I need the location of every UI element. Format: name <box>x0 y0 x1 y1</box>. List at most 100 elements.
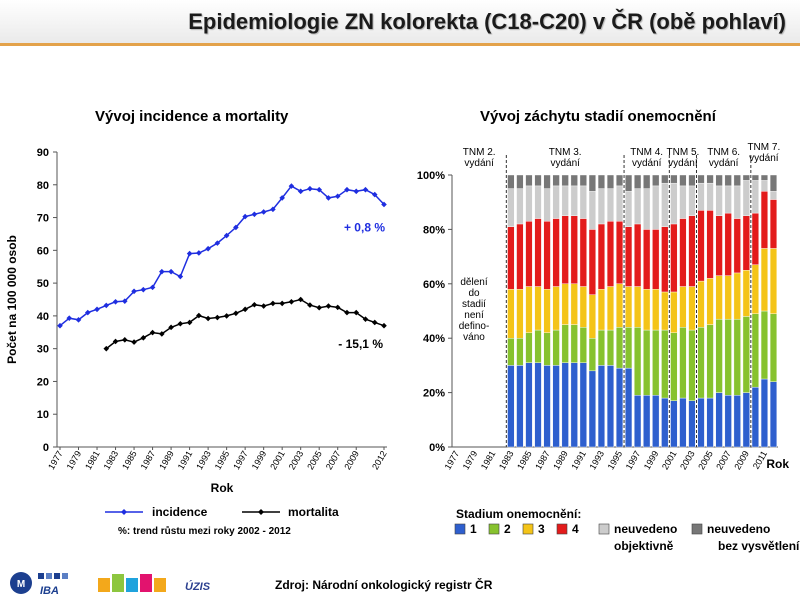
annotation-mortality-trend: - 15,1 % <box>338 337 383 351</box>
legend-swatch-5 <box>598 523 610 535</box>
bar-segment-stage-2 <box>634 327 642 396</box>
data-point-incidence <box>214 240 221 246</box>
y-tick-label: 50 <box>37 278 49 290</box>
bar-segment-stage-2 <box>769 313 778 382</box>
data-point-incidence <box>371 191 378 198</box>
y-tick-label: 0 <box>43 442 49 454</box>
data-point-mortalita <box>325 303 332 309</box>
data-point-mortalita <box>316 304 322 311</box>
iba-logo: IBA <box>38 573 68 597</box>
bar-segment-stage-3 <box>715 275 723 320</box>
bar-segment-stage-6 <box>733 174 741 187</box>
legend-marker-incidence <box>121 509 127 515</box>
bar-segment-stage-6 <box>516 174 524 189</box>
footer: M IBA ÚZIS <box>0 570 800 597</box>
bar-segment-stage-5 <box>742 180 750 216</box>
period-label: TNM 3. <box>549 147 582 158</box>
legend-swatch-2 <box>488 523 500 535</box>
bar-segment-stage-5 <box>543 188 551 222</box>
left-chart-title: Vývoj incidence a mortality <box>95 108 289 125</box>
data-point-mortalita <box>270 300 276 307</box>
bar-segment-stage-3 <box>570 283 578 325</box>
bar-segment-stage-6 <box>588 174 596 192</box>
bar-segment-stage-6 <box>679 174 687 187</box>
bar-segment-stage-4 <box>742 215 750 271</box>
bar-segment-stage-5 <box>733 185 741 219</box>
x-tick-label: 2007 <box>714 449 733 471</box>
bar-segment-stage-5 <box>706 182 714 211</box>
data-point-mortalita <box>168 324 174 331</box>
bar-segment-stage-4 <box>724 212 732 276</box>
bar-segment-stage-3 <box>552 286 560 331</box>
bar-segment-stage-4 <box>534 218 542 287</box>
ncz-logo <box>98 574 166 592</box>
bar-segment-stage-3 <box>625 286 633 328</box>
data-point-mortalita <box>288 298 295 305</box>
x-tick-label: 1987 <box>139 449 158 471</box>
data-point-incidence <box>279 195 285 201</box>
bar-segment-stage-1 <box>561 362 569 448</box>
x-tick-label: 2012 <box>370 449 389 471</box>
bar-segment-stage-4 <box>588 229 596 295</box>
x-tick-label: 2003 <box>287 449 306 471</box>
y-tick-label: 40% <box>423 333 445 345</box>
period-label: vydání <box>668 158 698 169</box>
bar-segment-stage-6 <box>697 174 705 184</box>
x-tick-label: 1985 <box>515 449 534 471</box>
x-tick-label: 1979 <box>65 449 84 471</box>
bar-segment-stage-1 <box>634 395 642 448</box>
bar-segment-stage-5 <box>561 185 569 217</box>
bar-segment-stage-2 <box>552 329 560 366</box>
period-label: TNM 7. <box>747 142 780 153</box>
data-point-mortalita <box>307 302 313 308</box>
x-tick-label: 1987 <box>533 449 552 471</box>
bar-segment-stage-3 <box>652 289 660 331</box>
bar-segment-stage-2 <box>588 337 596 372</box>
bar-segment-stage-3 <box>516 289 524 339</box>
bar-segment-stage-3 <box>733 272 741 320</box>
bar-segment-stage-4 <box>688 215 696 287</box>
bar-segment-stage-3 <box>661 291 669 331</box>
data-point-mortalita <box>103 345 110 352</box>
bar-segment-stage-1 <box>543 365 551 448</box>
bar-segment-stage-2 <box>670 332 678 401</box>
data-point-incidence <box>270 206 276 213</box>
data-point-mortalita <box>251 301 258 308</box>
data-point-mortalita <box>353 309 360 316</box>
x-axis-title: Rok <box>211 481 234 495</box>
data-point-mortalita <box>205 315 211 322</box>
bar-segment-stage-1 <box>697 397 705 448</box>
x-tick-label: 1999 <box>642 449 661 471</box>
data-point-incidence <box>140 286 147 293</box>
data-point-mortalita <box>371 319 378 326</box>
data-point-incidence <box>131 288 137 295</box>
legend-swatch-6 <box>691 523 703 535</box>
mu-logo: M <box>10 572 32 594</box>
data-point-mortalita <box>149 329 156 336</box>
bar-segment-stage-5 <box>588 191 596 230</box>
bar-segment-stage-5 <box>597 188 605 225</box>
x-tick-label: 2007 <box>324 449 343 471</box>
data-point-mortalita <box>131 339 137 345</box>
bar-segment-stage-3 <box>615 283 624 328</box>
bar-segment-stage-5 <box>516 188 524 225</box>
bar-segment-stage-2 <box>706 324 714 399</box>
bar-segment-stage-6 <box>561 174 569 187</box>
bar-segment-stage-4 <box>597 223 605 290</box>
y-axis-title: Počet na 100 000 osob <box>5 235 19 364</box>
data-point-mortalita <box>140 335 147 341</box>
bar-segment-stage-5 <box>552 185 560 219</box>
bar-segment-stage-1 <box>615 367 624 448</box>
bar-segment-stage-1 <box>733 395 741 448</box>
bar-segment-stage-4 <box>525 221 533 287</box>
bar-segment-stage-6 <box>706 174 714 184</box>
data-point-incidence <box>307 185 313 192</box>
x-tick-label: 1997 <box>624 449 643 471</box>
stage-detection-chart: 0%20%40%60%80%100%1977 1979 1981 1983 1985 19… <box>417 142 800 553</box>
x-tick-label: 1989 <box>551 449 570 471</box>
bar-segment-stage-1 <box>715 392 723 448</box>
x-tick-label: 1991 <box>176 449 195 471</box>
bar-segment-stage-1 <box>625 367 633 448</box>
x-tick-label: 1985 <box>120 449 139 471</box>
